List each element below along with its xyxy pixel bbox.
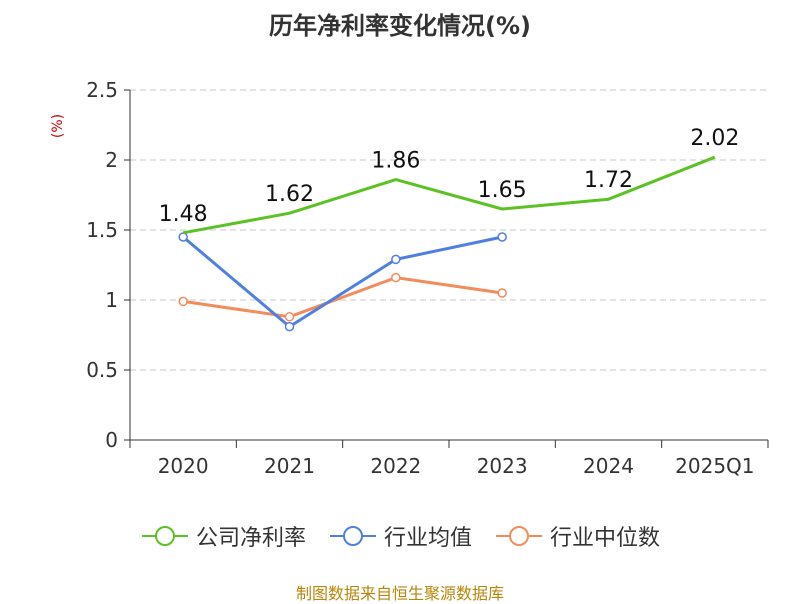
x-tick-label: 2021 xyxy=(264,454,315,478)
series-line xyxy=(182,276,503,319)
x-tick-label: 2025Q1 xyxy=(675,454,754,478)
legend-item-company-net-margin[interactable]: 公司净利率 xyxy=(140,520,306,552)
data-label: 1.86 xyxy=(371,149,420,174)
data-label: 2.02 xyxy=(690,126,739,151)
chart-title: 历年净利率变化情况(%) xyxy=(269,12,531,40)
series-line xyxy=(182,155,716,235)
data-label: 1.62 xyxy=(265,182,314,207)
data-point xyxy=(497,288,507,298)
legend-item-industry-mean[interactable]: 行业均值 xyxy=(328,520,472,552)
data-label: 1.65 xyxy=(478,178,527,203)
data-label: 1.48 xyxy=(159,202,208,227)
series-line xyxy=(182,235,503,329)
legend-line-marker-icon xyxy=(141,526,188,546)
legend-item-industry-median[interactable]: 行业中位数 xyxy=(494,520,660,552)
x-tick-label: 2020 xyxy=(158,454,209,478)
x-tick-label: 2022 xyxy=(370,454,421,478)
legend-label: 行业中位数 xyxy=(550,526,661,551)
y-tick-label: 1 xyxy=(105,288,118,312)
x-tick-label: 2023 xyxy=(477,454,528,478)
data-point xyxy=(391,272,401,283)
y-tick-label: 1.5 xyxy=(86,218,118,242)
source-note: 制图数据来自恒生聚源数据库 xyxy=(295,584,504,603)
legend-label: 公司净利率 xyxy=(195,526,306,551)
legend: 公司净利率 行业均值 行业中位数 xyxy=(0,520,800,552)
data-label: 1.72 xyxy=(584,168,633,193)
y-tick-label: 0.5 xyxy=(86,358,118,382)
data-point xyxy=(178,232,188,242)
legend-label: 行业均值 xyxy=(383,526,472,551)
data-point xyxy=(497,232,507,242)
data-point xyxy=(284,321,295,332)
data-point xyxy=(178,296,188,307)
line-chart: 0 0.5 1 1.5 2 2.5 2020 2021 2022 2023 2024 2025Q1 1.… xyxy=(86,78,769,478)
data-point xyxy=(391,254,401,265)
y-tick-label: 0 xyxy=(105,428,118,452)
legend-line-marker-icon xyxy=(329,526,376,546)
y-tick-label: 2 xyxy=(105,148,118,172)
y-tick-label: 2.5 xyxy=(86,78,118,102)
x-tick-label: 2024 xyxy=(583,454,634,478)
legend-line-marker-icon xyxy=(496,526,542,546)
data-point xyxy=(284,312,295,322)
